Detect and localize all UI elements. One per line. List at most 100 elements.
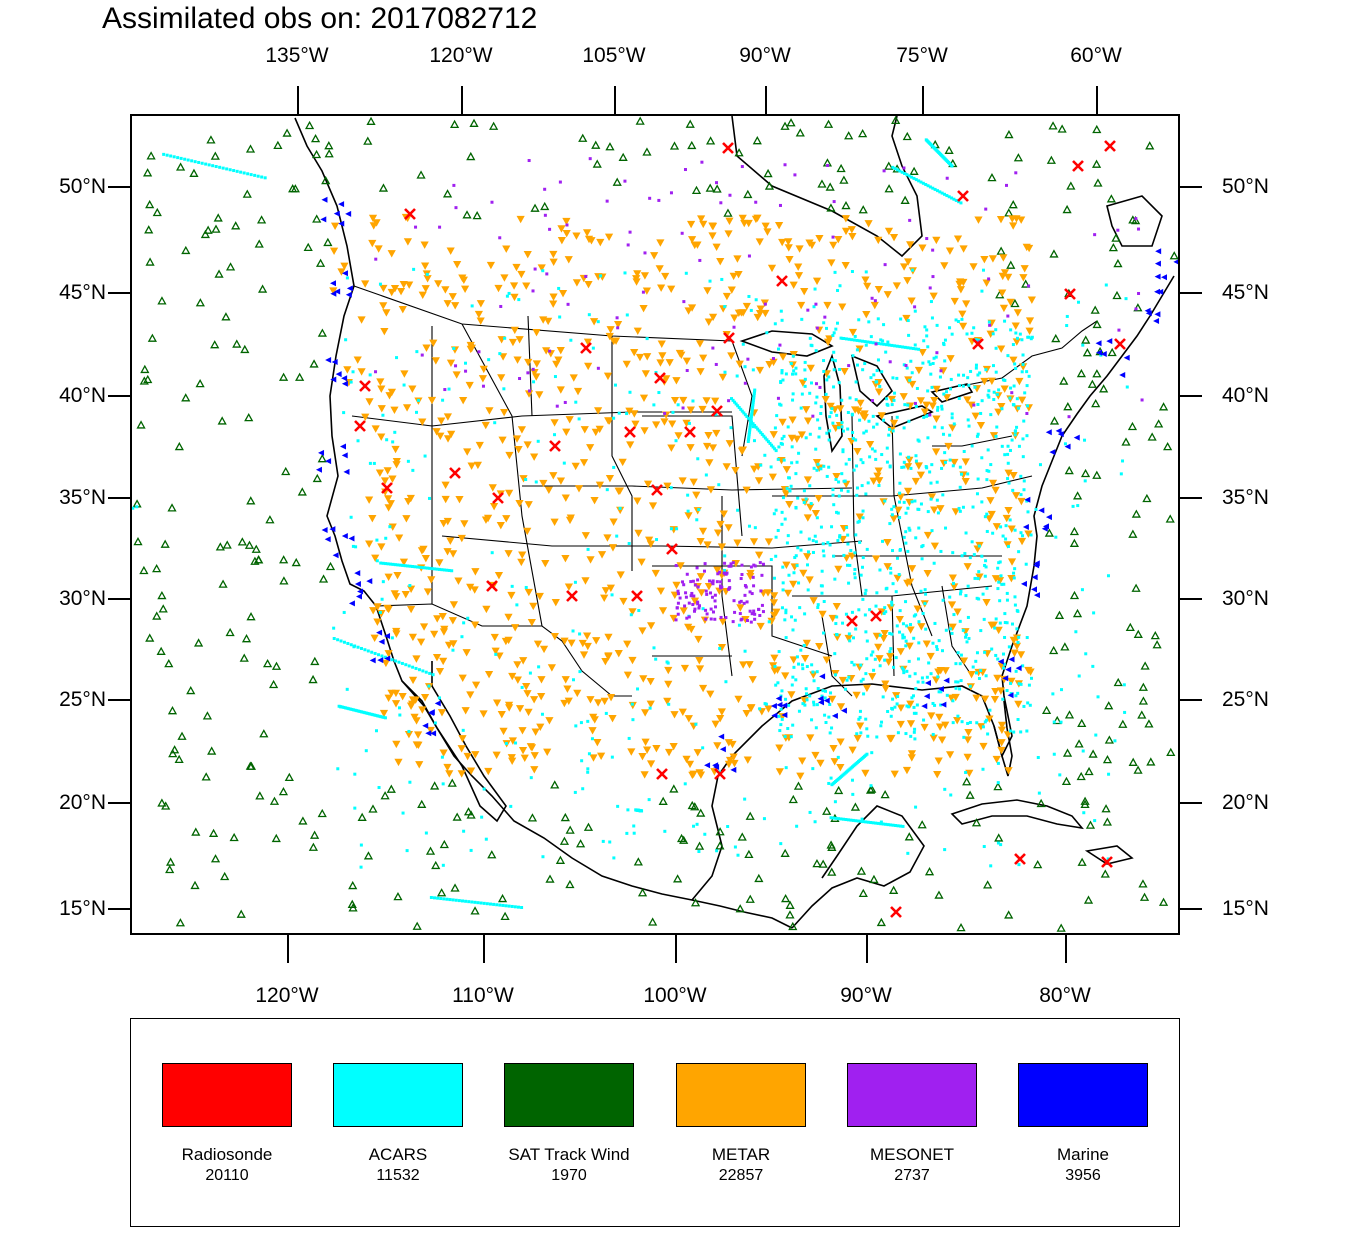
obs-marker (852, 663, 856, 667)
obs-marker (781, 893, 791, 903)
obs-marker (451, 648, 455, 652)
obs-marker (215, 542, 225, 551)
obs-marker (917, 820, 927, 829)
obs-marker (749, 418, 753, 422)
obs-marker (999, 574, 1003, 578)
obs-marker (787, 434, 797, 443)
obs-marker (1012, 642, 1022, 651)
obs-marker (984, 207, 988, 211)
obs-marker (769, 599, 779, 607)
obs-marker (771, 445, 775, 449)
obs-marker (854, 533, 858, 537)
obs-marker (925, 334, 929, 338)
obs-marker (848, 396, 852, 400)
obs-marker (922, 339, 926, 343)
obs-marker (558, 180, 562, 184)
obs-marker (431, 673, 435, 677)
obs-marker (583, 642, 592, 651)
obs-marker (573, 580, 577, 584)
obs-marker (838, 367, 842, 371)
obs-marker (594, 407, 603, 415)
obs-marker (654, 657, 658, 661)
obs-marker (785, 486, 789, 490)
obs-marker (900, 195, 910, 204)
obs-marker (183, 157, 187, 161)
obs-marker (1014, 700, 1023, 709)
legend-panel: Radiosonde 20110 ACARS 11532 SAT Track W… (130, 1018, 1180, 1227)
obs-marker (1145, 310, 1152, 317)
obs-marker (371, 554, 380, 562)
obs-marker (949, 377, 953, 381)
obs-marker (818, 610, 827, 619)
obs-marker (930, 316, 934, 320)
obs-marker (1030, 586, 1037, 593)
obs-marker (715, 580, 719, 584)
obs-marker (415, 761, 424, 769)
obs-marker (463, 807, 474, 816)
obs-marker (454, 898, 458, 902)
obs-marker (1152, 640, 1162, 649)
obs-marker (734, 402, 738, 406)
obs-marker (748, 424, 752, 428)
obs-marker (837, 480, 841, 484)
obs-marker (991, 364, 995, 368)
obs-marker (914, 536, 918, 540)
obs-marker (962, 373, 966, 377)
obs-marker (679, 607, 688, 615)
obs-marker (407, 729, 411, 733)
obs-marker (771, 712, 778, 719)
obs-marker (878, 384, 882, 388)
obs-marker (421, 262, 430, 270)
obs-marker (524, 588, 533, 597)
obs-marker (987, 277, 991, 281)
obs-marker (368, 461, 372, 465)
obs-marker (845, 678, 849, 682)
obs-marker (780, 318, 784, 322)
obs-marker (956, 680, 960, 684)
obs-marker (828, 543, 832, 547)
obs-marker (392, 593, 401, 601)
obs-marker (807, 537, 811, 541)
obs-marker (959, 245, 968, 253)
obs-marker (622, 360, 631, 369)
obs-marker (762, 434, 766, 438)
obs-marker (1131, 583, 1141, 592)
obs-marker (797, 581, 801, 585)
obs-marker (751, 399, 755, 403)
obs-marker (482, 901, 486, 905)
obs-marker (808, 484, 812, 488)
obs-marker (518, 727, 527, 735)
obs-marker (859, 458, 863, 462)
obs-marker (152, 207, 162, 217)
obs-marker (693, 749, 702, 757)
obs-marker (988, 255, 998, 263)
obs-marker (737, 832, 747, 841)
obs-marker (1016, 651, 1026, 659)
obs-marker (765, 331, 769, 335)
obs-marker (806, 308, 810, 312)
obs-marker (917, 179, 921, 183)
obs-marker (884, 227, 894, 236)
obs-marker (515, 705, 525, 713)
obs-marker (743, 797, 747, 801)
obs-marker (488, 484, 497, 492)
obs-marker (784, 636, 788, 640)
obs-marker (813, 820, 817, 824)
obs-marker (921, 361, 925, 365)
obs-marker (848, 328, 858, 337)
obs-marker (869, 653, 873, 657)
obs-marker (974, 671, 978, 675)
obs-marker (811, 670, 815, 674)
obs-marker (418, 418, 427, 426)
obs-marker (1017, 537, 1027, 546)
obs-marker (197, 160, 201, 164)
obs-marker (639, 675, 648, 683)
obs-marker (387, 288, 396, 297)
obs-marker (1006, 444, 1010, 448)
obs-marker (894, 656, 898, 660)
obs-marker (904, 644, 908, 648)
obs-marker (722, 571, 726, 575)
obs-marker (1049, 645, 1059, 655)
obs-marker (1059, 720, 1063, 724)
obs-marker (992, 390, 996, 394)
